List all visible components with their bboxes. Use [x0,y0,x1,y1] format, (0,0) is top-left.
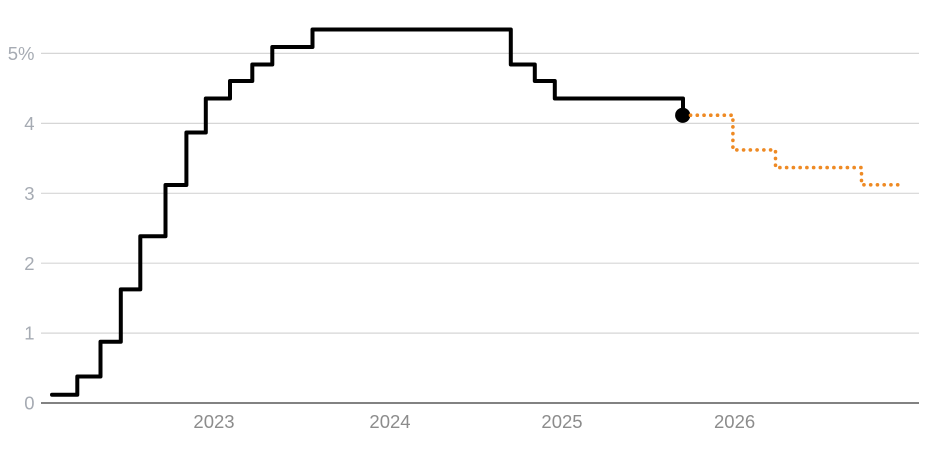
svg-text:5%: 5% [8,43,35,64]
svg-text:2024: 2024 [369,411,410,432]
svg-text:2023: 2023 [193,411,234,432]
svg-text:2: 2 [24,253,34,274]
svg-text:1: 1 [24,323,34,344]
svg-text:0: 0 [24,393,34,414]
svg-text:3: 3 [24,183,34,204]
svg-text:2025: 2025 [541,411,582,432]
svg-text:4: 4 [24,113,34,134]
svg-text:2026: 2026 [714,411,755,432]
